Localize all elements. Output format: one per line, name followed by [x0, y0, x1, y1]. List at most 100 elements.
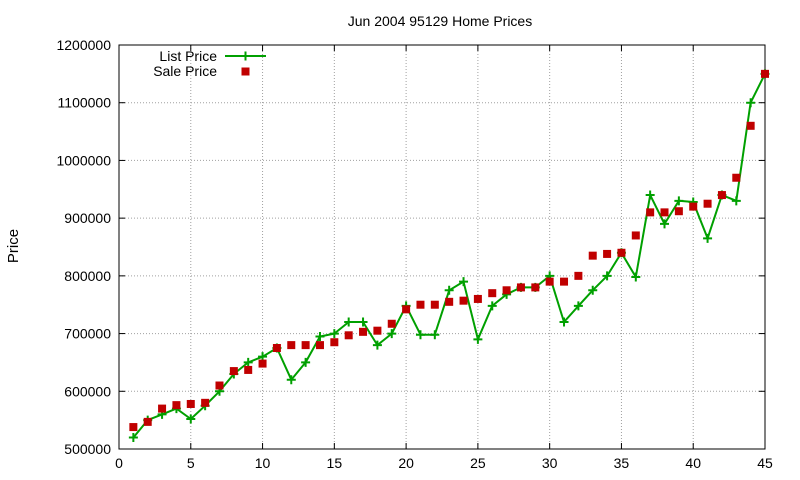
y-tick-label: 700000	[64, 326, 111, 342]
x-tick-label: 10	[255, 455, 271, 471]
sale-price-point	[660, 208, 669, 217]
legend-marker-list-price	[241, 51, 250, 61]
sale-price-point	[244, 365, 253, 374]
list-price-point	[387, 329, 397, 339]
sale-price-point	[473, 294, 482, 303]
y-tick-label: 1200000	[56, 37, 111, 53]
sale-price-point	[631, 231, 640, 240]
sale-price-point	[761, 69, 769, 78]
sale-price-point	[229, 367, 238, 376]
list-price-point	[372, 340, 382, 350]
sale-price-point	[359, 327, 368, 336]
x-tick-label: 5	[187, 455, 195, 471]
x-tick-label: 20	[398, 455, 414, 471]
list-price-point	[459, 277, 469, 287]
sale-price-point	[330, 338, 339, 347]
list-price-point	[660, 219, 670, 229]
legend: List Price Sale Price	[153, 48, 266, 79]
sale-price-point	[516, 283, 525, 292]
sale-price-point	[746, 121, 755, 130]
list-price-point	[703, 233, 713, 243]
sale-price-point	[588, 251, 597, 260]
sale-price-point	[143, 417, 152, 426]
y-tick-label: 1100000	[58, 95, 112, 111]
list-price-point	[315, 331, 325, 341]
sale-price-point	[445, 297, 454, 306]
sale-price-point	[301, 341, 310, 350]
sale-price-point	[215, 381, 224, 390]
chart-title: Jun 2004 95129 Home Prices	[348, 13, 532, 29]
list-price-point	[645, 190, 655, 200]
sale-price-point	[574, 271, 583, 280]
list-price-point	[674, 196, 684, 206]
sale-price-point	[287, 341, 296, 350]
legend-marker-sale-price	[241, 67, 250, 76]
list-price-point	[344, 317, 354, 327]
sale-price-point	[129, 423, 138, 432]
sale-price-point	[416, 300, 425, 309]
sale-price-point	[459, 296, 468, 305]
sale-price-point	[617, 248, 626, 257]
list-price-point	[444, 285, 454, 295]
sale-price-point	[732, 173, 741, 182]
sale-price-point	[502, 286, 511, 295]
sale-price-point	[272, 344, 281, 352]
y-tick-label: 600000	[64, 383, 111, 399]
sale-price-point	[186, 399, 195, 408]
list-price-point	[329, 329, 339, 339]
y-tick-label: 1000000	[56, 152, 111, 168]
sale-price-point	[387, 319, 396, 328]
sale-price-point	[373, 326, 382, 335]
axis-ticks: 0 5 10 15 20 25 30 35 40 45 500000 600000 700000 8000…	[56, 37, 773, 471]
list-price-point	[631, 272, 641, 282]
sale-price-point	[674, 207, 683, 216]
list-price-point	[573, 301, 583, 311]
list-price-point	[286, 375, 296, 385]
list-price-point	[731, 196, 741, 206]
sale-price-point	[703, 199, 712, 208]
sale-price-point	[603, 249, 612, 258]
sale-price-point	[717, 191, 726, 200]
list-price-point	[243, 357, 253, 367]
x-tick-label: 40	[685, 455, 701, 471]
list-price-point	[358, 317, 368, 327]
sale-price-point	[201, 398, 210, 407]
sale-price-point	[344, 331, 353, 340]
sale-price-point	[172, 401, 181, 410]
list-price-point	[128, 432, 138, 442]
list-price-point	[602, 271, 612, 281]
list-price-point	[186, 414, 196, 424]
list-price-point	[746, 98, 756, 108]
data-series	[128, 69, 770, 442]
y-tick-label: 900000	[64, 210, 111, 226]
y-tick-label: 800000	[64, 268, 111, 284]
sale-price-point	[430, 300, 439, 309]
list-price-point	[301, 357, 311, 367]
x-tick-label: 30	[542, 455, 558, 471]
list-price-point	[588, 285, 598, 295]
x-tick-label: 45	[757, 455, 773, 471]
list-price-point	[430, 330, 440, 340]
list-price-line	[132, 73, 766, 439]
sale-price-point	[560, 277, 569, 286]
y-axis-label: Price	[5, 229, 22, 263]
plot-frame	[118, 44, 766, 450]
list-price-point	[415, 330, 425, 340]
y-tick-label: 500000	[64, 441, 111, 457]
sale-price-point	[488, 289, 497, 298]
sale-price-point	[158, 404, 167, 413]
sale-price-point	[402, 305, 411, 314]
x-tick-label: 35	[614, 455, 630, 471]
list-price-point	[559, 317, 569, 327]
x-tick-label: 0	[115, 455, 123, 471]
legend-label-sale-price: Sale Price	[153, 63, 217, 79]
sale-price-point	[545, 277, 554, 286]
x-tick-label: 25	[470, 455, 486, 471]
sale-price-point	[646, 208, 655, 217]
x-tick-label: 15	[327, 455, 343, 471]
list-price-point	[487, 301, 497, 311]
legend-label-list-price: List Price	[159, 48, 217, 64]
list-price-point	[473, 334, 483, 344]
sale-price-point	[531, 283, 540, 292]
